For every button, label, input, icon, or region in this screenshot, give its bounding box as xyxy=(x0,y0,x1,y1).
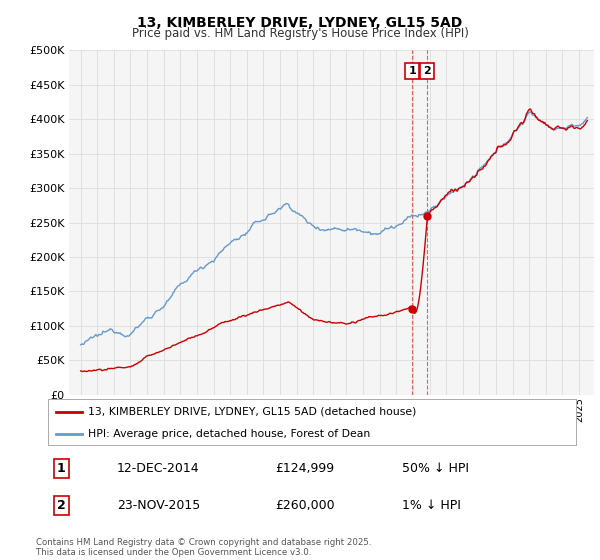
Text: 1: 1 xyxy=(57,462,65,475)
Text: Price paid vs. HM Land Registry's House Price Index (HPI): Price paid vs. HM Land Registry's House … xyxy=(131,27,469,40)
Text: £124,999: £124,999 xyxy=(275,462,334,475)
Text: 2: 2 xyxy=(424,66,431,76)
Text: £260,000: £260,000 xyxy=(275,499,335,512)
Text: 13, KIMBERLEY DRIVE, LYDNEY, GL15 5AD (detached house): 13, KIMBERLEY DRIVE, LYDNEY, GL15 5AD (d… xyxy=(88,407,416,417)
Text: 1: 1 xyxy=(409,66,416,76)
Text: 2: 2 xyxy=(57,499,65,512)
Text: Contains HM Land Registry data © Crown copyright and database right 2025.
This d: Contains HM Land Registry data © Crown c… xyxy=(36,538,371,557)
Text: HPI: Average price, detached house, Forest of Dean: HPI: Average price, detached house, Fore… xyxy=(88,429,370,438)
Text: 50% ↓ HPI: 50% ↓ HPI xyxy=(402,462,469,475)
Text: 12-DEC-2014: 12-DEC-2014 xyxy=(116,462,199,475)
Text: 23-NOV-2015: 23-NOV-2015 xyxy=(116,499,200,512)
Text: 13, KIMBERLEY DRIVE, LYDNEY, GL15 5AD: 13, KIMBERLEY DRIVE, LYDNEY, GL15 5AD xyxy=(137,16,463,30)
Text: 1% ↓ HPI: 1% ↓ HPI xyxy=(402,499,461,512)
